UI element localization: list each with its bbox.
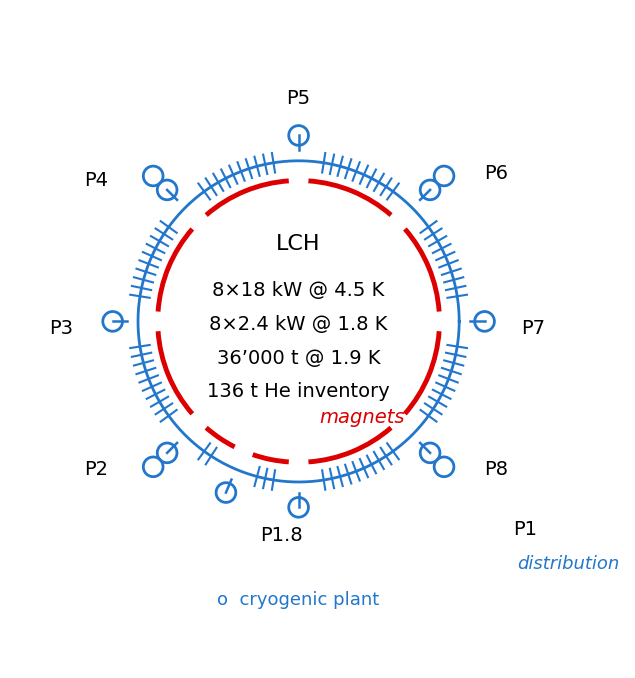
Text: distribution: distribution [517, 555, 619, 573]
Text: P2: P2 [84, 460, 109, 479]
Text: 8×18 kW @ 4.5 K: 8×18 kW @ 4.5 K [213, 281, 385, 300]
Text: P6: P6 [485, 164, 509, 183]
Text: 8×2.4 kW @ 1.8 K: 8×2.4 kW @ 1.8 K [210, 315, 388, 334]
Text: P5: P5 [286, 89, 311, 108]
Text: 136 t He inventory: 136 t He inventory [207, 382, 390, 401]
Text: P4: P4 [84, 171, 109, 190]
Text: P1: P1 [512, 521, 537, 540]
Text: magnets: magnets [319, 407, 404, 426]
Text: o  cryogenic plant: o cryogenic plant [217, 591, 380, 610]
Text: P8: P8 [485, 460, 509, 479]
Text: P3: P3 [49, 319, 73, 338]
Text: LCH: LCH [276, 234, 321, 254]
Text: P7: P7 [521, 319, 545, 338]
Text: P1.8: P1.8 [260, 526, 303, 545]
Text: 36’000 t @ 1.9 K: 36’000 t @ 1.9 K [217, 348, 380, 367]
